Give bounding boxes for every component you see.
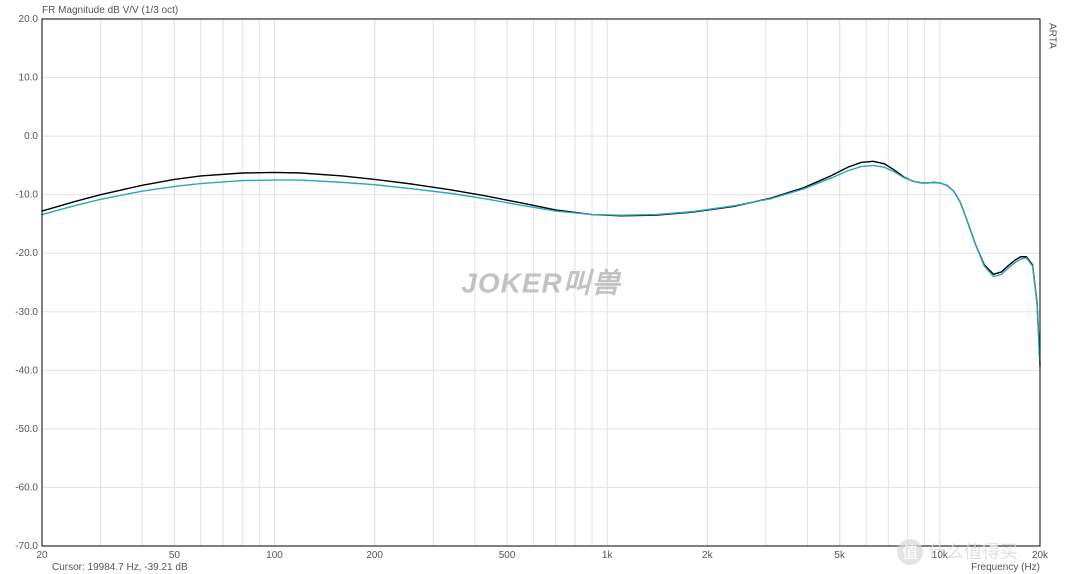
y-tick-label: -40.0 (15, 365, 38, 376)
y-tick-label: -70.0 (15, 541, 38, 552)
frequency-response-chart: JOKER叫兽 值 什么值得买 20501002005001k2k5k10k20… (0, 0, 1080, 574)
cursor-readout: Cursor: 19984.7 Hz, -39.21 dB (52, 562, 188, 573)
watermark-center: JOKER叫兽 (461, 268, 621, 299)
x-tick-label: 20k (1032, 550, 1049, 561)
y-tick-label: -30.0 (15, 307, 38, 318)
software-label: ARTA (1047, 23, 1058, 49)
x-tick-label: 100 (266, 550, 283, 561)
x-tick-label: 10k (932, 550, 949, 561)
y-tick-label: -20.0 (15, 248, 38, 259)
x-tick-label: 5k (834, 550, 846, 561)
y-tick-label: 20.0 (19, 14, 39, 25)
x-tick-label: 20 (36, 550, 48, 561)
y-tick-label: -60.0 (15, 482, 38, 493)
chart-title: FR Magnitude dB V/V (1/3 oct) (42, 5, 178, 16)
watermark-corner-glyph: 值 (902, 544, 918, 562)
y-tick-label: 10.0 (19, 73, 39, 84)
x-tick-label: 200 (366, 550, 383, 561)
y-tick-label: -10.0 (15, 190, 38, 201)
y-tick-label: -50.0 (15, 424, 38, 435)
x-tick-label: 2k (702, 550, 714, 561)
x-tick-label: 500 (499, 550, 516, 561)
x-tick-label: 1k (602, 550, 614, 561)
y-tick-label: 0.0 (24, 131, 38, 142)
x-axis-label: Frequency (Hz) (971, 562, 1040, 573)
x-tick-label: 50 (169, 550, 181, 561)
